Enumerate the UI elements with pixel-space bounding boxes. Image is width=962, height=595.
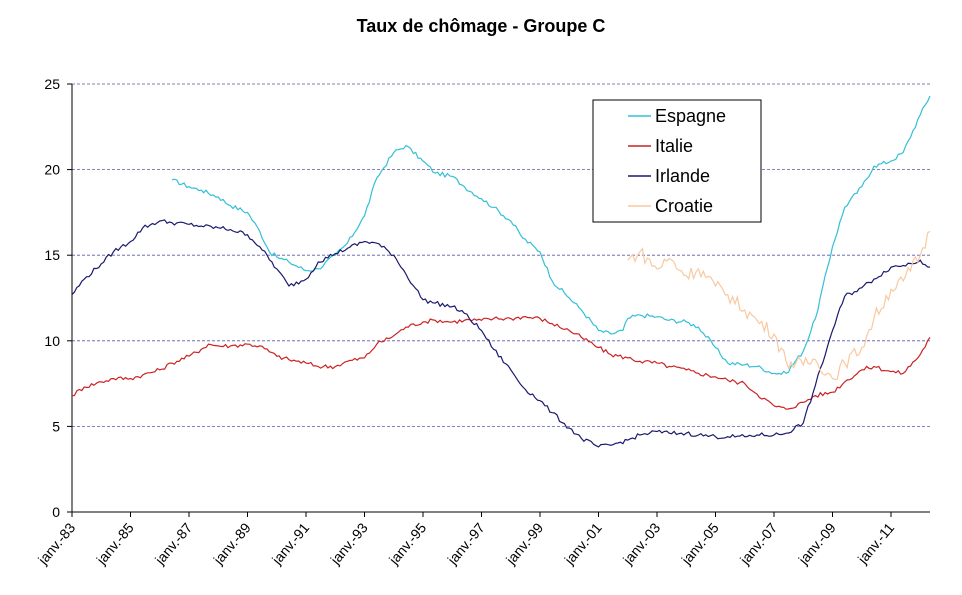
x-tick-label: janv.-03 (619, 519, 663, 568)
y-tick-label: 20 (44, 162, 60, 178)
gridlines (72, 83, 930, 427)
x-tick-label: janv.-09 (795, 519, 839, 568)
y-tick-label: 25 (44, 76, 60, 92)
x-tick-label: janv.-83 (34, 519, 78, 568)
x-tick-label: janv.-05 (678, 519, 722, 568)
legend-label: Italie (655, 136, 693, 156)
chart-title: Taux de chômage - Groupe C (356, 16, 606, 36)
series-line-irlande (71, 219, 931, 448)
x-tick-label: janv.-91 (268, 519, 312, 568)
y-tick-label: 0 (52, 504, 60, 520)
x-tick-label: janv.-95 (385, 519, 429, 568)
legend: Espagne Italie Irlande Croatie (592, 99, 762, 223)
x-tick-label: janv.-97 (444, 519, 488, 568)
series-lines (71, 95, 931, 448)
legend-box (592, 99, 762, 223)
x-tick-label: janv.-85 (93, 519, 137, 568)
x-tick-label: janv.-87 (151, 519, 195, 568)
x-tick-label: janv.-01 (561, 519, 605, 568)
x-tick-label: janv.-89 (210, 519, 254, 568)
legend-label: Irlande (655, 166, 710, 186)
series-line-espagne (171, 95, 931, 375)
x-tick-label: janv.-99 (502, 519, 546, 568)
y-tick-label: 15 (44, 247, 60, 263)
series-line-croatie (627, 230, 931, 381)
x-tick-label: janv.-07 (736, 519, 780, 568)
legend-label: Croatie (655, 196, 713, 216)
series-line-italie (71, 315, 931, 410)
legend-label: Espagne (655, 106, 726, 126)
y-tick-label: 10 (44, 333, 60, 349)
y-tick-label: 5 (52, 418, 60, 434)
x-tick-label: janv.-93 (327, 519, 371, 568)
x-tick-label: janv.-11 (854, 519, 898, 567)
axes: 0 5 10 15 20 25 janv.-83 janv.-85 janv.-87 janv.-… (34, 76, 930, 568)
